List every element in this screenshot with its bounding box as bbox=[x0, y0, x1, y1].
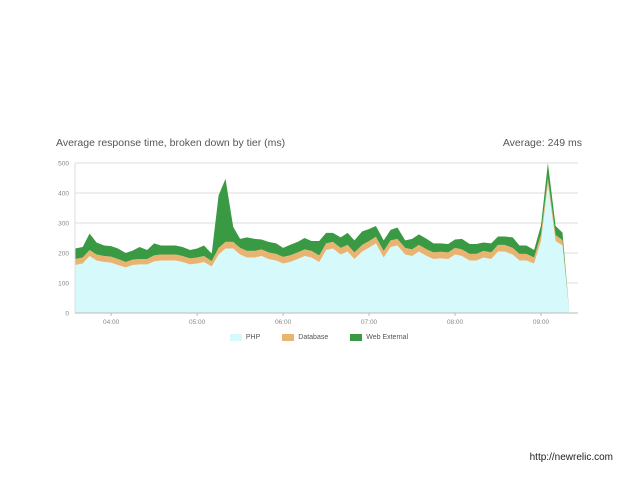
x-tick-label: 06:00 bbox=[275, 319, 292, 326]
legend-label-php: PHP bbox=[245, 334, 261, 341]
legend-item-database[interactable]: Database bbox=[282, 334, 328, 341]
x-tick-label: 09:00 bbox=[533, 319, 550, 326]
legend: PHP Database Web External bbox=[0, 334, 638, 341]
x-tick-label: 08:00 bbox=[447, 319, 464, 326]
source-link[interactable]: http://newrelic.com bbox=[529, 452, 613, 463]
legend-item-web-external[interactable]: Web External bbox=[350, 334, 408, 341]
y-tick-label: 300 bbox=[58, 221, 69, 228]
y-tick-label: 200 bbox=[58, 251, 69, 258]
area-series-database bbox=[75, 178, 578, 313]
x-tick-label: 04:00 bbox=[103, 319, 120, 326]
chart-title: Average response time, broken down by ti… bbox=[56, 137, 286, 149]
axes: 0 100 200 300 400 500 04:00 05:00 06:00 07:00 08:0… bbox=[58, 161, 578, 326]
stacked-areas bbox=[75, 163, 578, 313]
y-tick-label: 100 bbox=[58, 281, 69, 288]
area-series-php bbox=[75, 184, 578, 313]
legend-item-php[interactable]: PHP bbox=[229, 334, 261, 341]
legend-swatch-database bbox=[282, 334, 295, 341]
y-tick-label: 500 bbox=[58, 161, 69, 168]
legend-label-database: Database bbox=[298, 334, 329, 341]
y-tick-label: 400 bbox=[58, 191, 69, 198]
legend-swatch-web-external bbox=[350, 334, 363, 341]
x-tick-label: 07:00 bbox=[361, 319, 378, 326]
legend-swatch-php bbox=[229, 334, 242, 341]
y-tick-label: 0 bbox=[65, 311, 69, 318]
area-series-web-external bbox=[75, 163, 578, 313]
legend-label-web-external: Web External bbox=[366, 334, 409, 341]
x-tick-label: 05:00 bbox=[189, 319, 206, 326]
average-label: Average: 249 ms bbox=[502, 137, 582, 149]
